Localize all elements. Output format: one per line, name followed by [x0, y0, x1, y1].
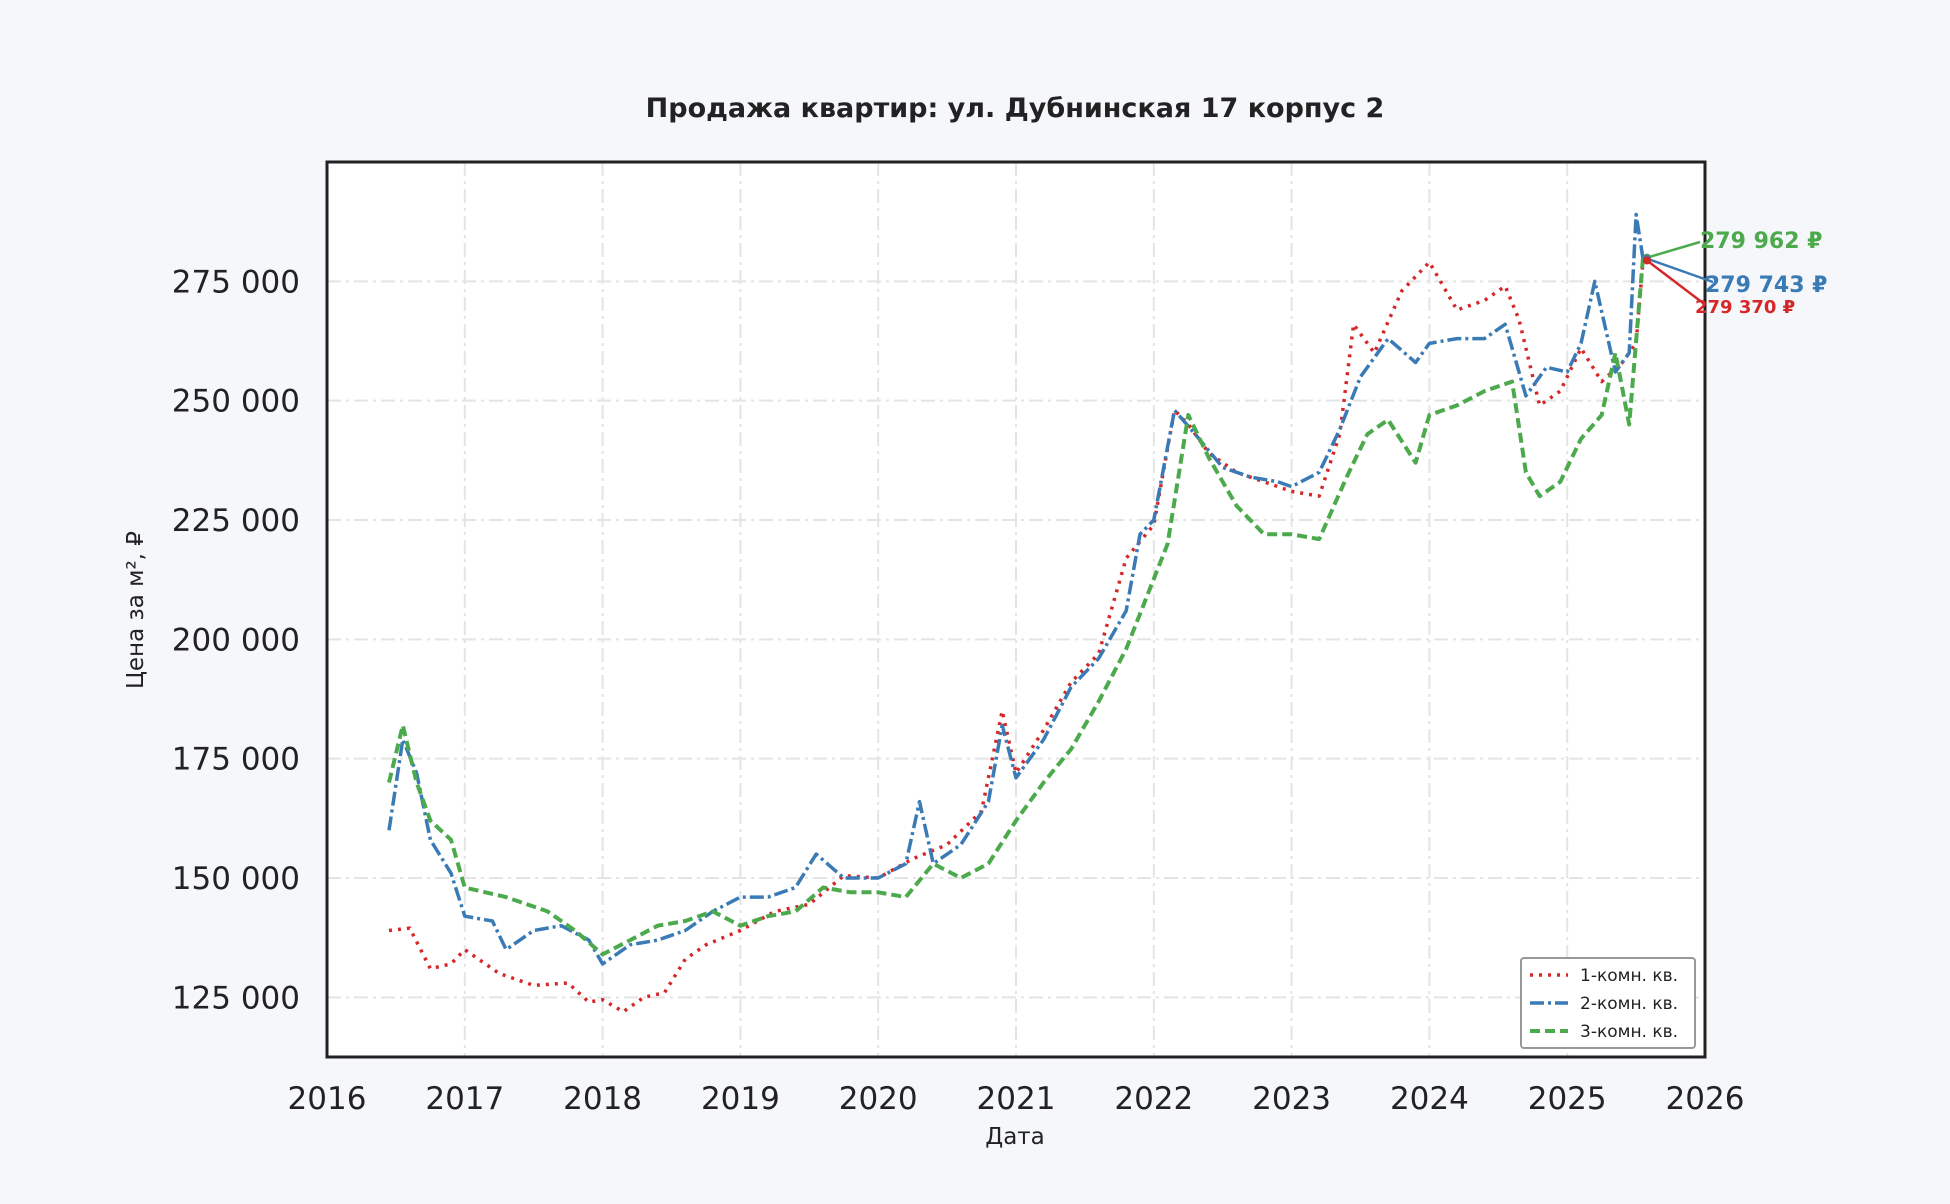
annotation-arrow [1646, 257, 1714, 284]
annotations: 279 962 ₽ 279 743 ₽279 370 ₽ [1642, 229, 1827, 318]
y-tick-label: 125 000 [172, 980, 300, 1016]
legend-label: 2-комн. кв. [1580, 994, 1678, 1014]
x-tick-label: 2023 [1252, 1081, 1331, 1117]
x-tick-label: 2020 [839, 1081, 918, 1117]
x-tick-label: 2021 [977, 1081, 1056, 1117]
annotation-label: 279 370 ₽ [1695, 297, 1795, 318]
y-tick-label: 175 000 [172, 742, 300, 778]
ticks: 2016 2017 2018 2019 2020 2021 2022 2023 2024 2025… [172, 264, 1745, 1117]
x-axis-label: Дата [985, 1124, 1045, 1150]
grid [327, 162, 1705, 1057]
series-line-2 [387, 212, 1645, 966]
x-tick-label: 2024 [1390, 1081, 1469, 1117]
y-tick-label: 150 000 [172, 861, 300, 897]
x-tick-label: 2022 [1114, 1081, 1193, 1117]
x-tick-label: 2026 [1666, 1081, 1745, 1117]
legend-label: 3-комн. кв. [1580, 1022, 1678, 1042]
legend-label: 1-комн. кв. [1580, 966, 1678, 986]
annotation-arrow [1646, 240, 1701, 259]
legend-box [1520, 957, 1696, 1049]
plot-area [327, 162, 1705, 1057]
x-tick-label: 2017 [425, 1081, 504, 1117]
x-tick-label: 2019 [701, 1081, 780, 1117]
x-tick-label: 2018 [563, 1081, 642, 1117]
annotation-point [1642, 256, 1651, 265]
y-tick-label: 200 000 [172, 622, 300, 658]
y-axis-label: Цена за м², ₽ [123, 531, 149, 689]
x-tick-label: 2025 [1528, 1081, 1607, 1117]
y-tick-label: 225 000 [172, 503, 300, 539]
plot-frame [325, 160, 1707, 1059]
series-group [387, 212, 1645, 1014]
y-tick-label: 275 000 [172, 264, 300, 300]
series-line-3 [387, 257, 1645, 957]
chart-title: Продажа квартир: ул. Дубнинская 17 корпу… [646, 93, 1385, 124]
legend: 1-комн. кв. 2-комн. кв. 3-комн. кв. [1520, 957, 1696, 1049]
x-tick-label: 2016 [288, 1081, 367, 1117]
annotation-label: 279 743 ₽ [1705, 273, 1827, 298]
annotation-arrow [1646, 259, 1704, 304]
annotation-label: 279 962 ₽ [1700, 229, 1822, 254]
y-tick-label: 250 000 [172, 384, 300, 420]
